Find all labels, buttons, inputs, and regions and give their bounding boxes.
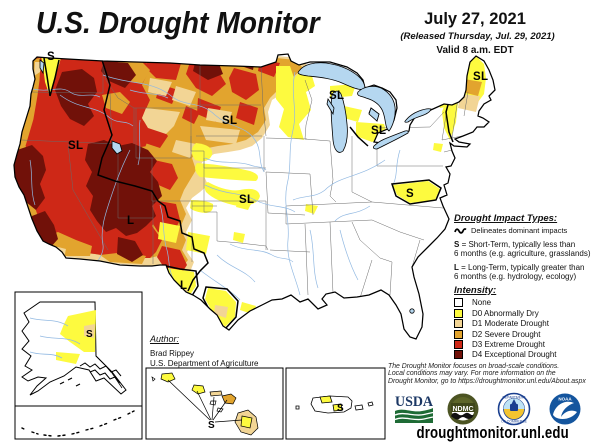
svg-text:S: S bbox=[406, 188, 414, 200]
svg-text:S: S bbox=[208, 420, 215, 431]
svg-text:SL: SL bbox=[239, 194, 254, 206]
svg-text:SL: SL bbox=[473, 71, 488, 83]
svg-text:NOAA: NOAA bbox=[558, 397, 572, 402]
svg-text:L: L bbox=[127, 215, 134, 227]
svg-text:NDMC: NDMC bbox=[453, 406, 474, 413]
svg-text:S: S bbox=[86, 329, 93, 340]
svg-text:L: L bbox=[180, 280, 187, 292]
svg-text:USDA: USDA bbox=[395, 394, 434, 410]
svg-text:S: S bbox=[47, 51, 55, 63]
svg-text:SL: SL bbox=[68, 140, 83, 152]
svg-text:OF COMMERCE: OF COMMERCE bbox=[501, 420, 528, 424]
svg-text:SL: SL bbox=[222, 115, 237, 127]
svg-text:SL: SL bbox=[329, 90, 344, 102]
svg-text:S: S bbox=[337, 403, 344, 414]
svg-text:DEPARTMENT: DEPARTMENT bbox=[502, 396, 525, 400]
svg-text:SL: SL bbox=[371, 125, 386, 137]
